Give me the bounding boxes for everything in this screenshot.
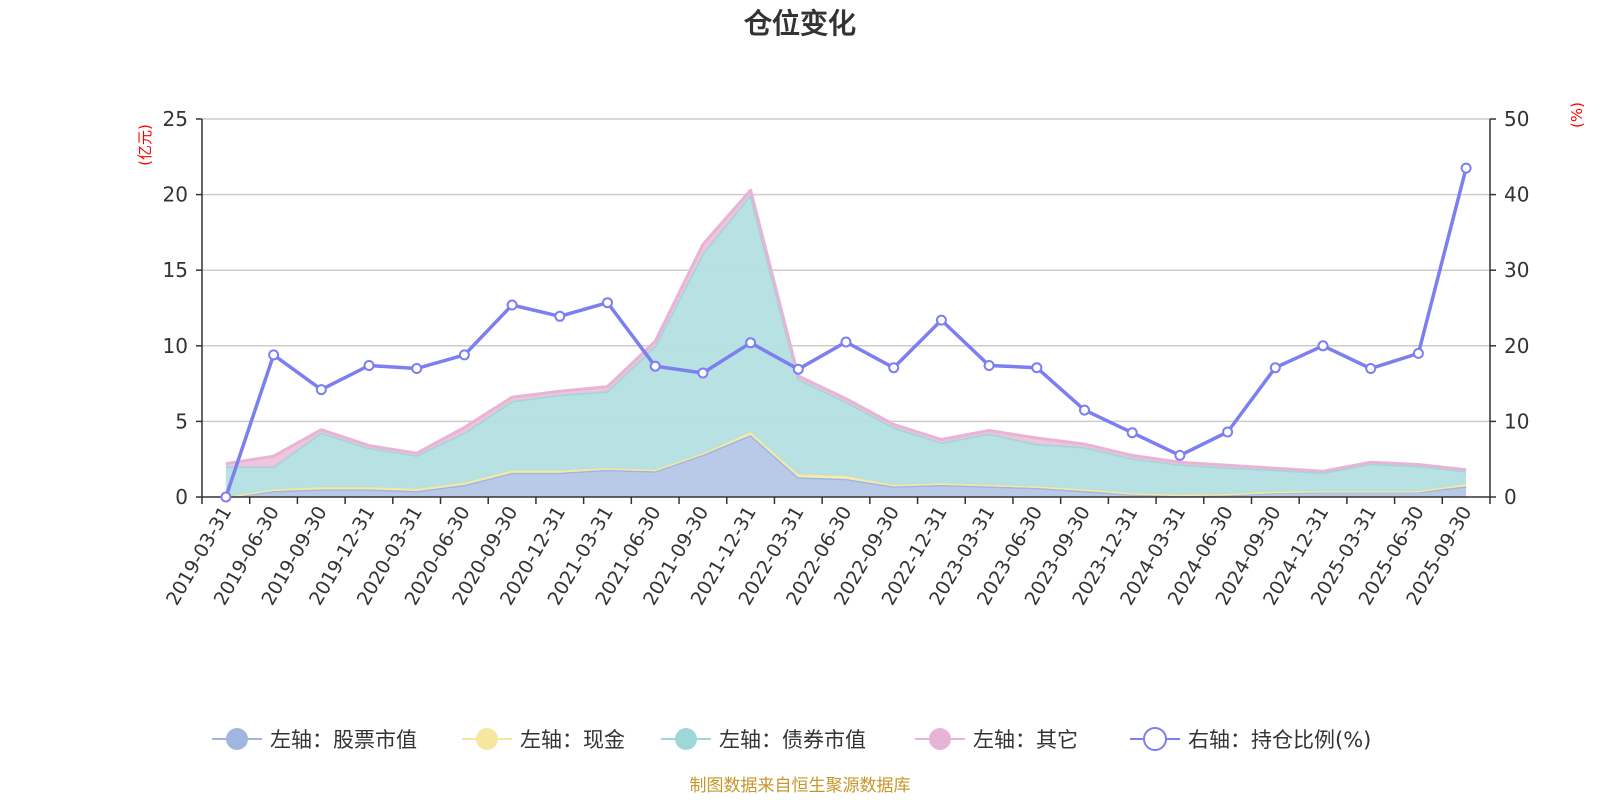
right-tick-label: 30	[1504, 258, 1529, 282]
right-tick-label: 40	[1504, 183, 1529, 207]
right-tick-label: 20	[1504, 334, 1529, 358]
chart-title: 仓位变化	[744, 7, 856, 40]
left-tick-label: 20	[163, 183, 188, 207]
ratio-point	[840, 336, 852, 348]
area-edge-4	[225, 188, 1467, 473]
left-tick-label: 15	[163, 258, 188, 282]
ratio-point	[649, 360, 661, 372]
ratio-point	[983, 360, 995, 371]
legend-marker	[675, 728, 697, 750]
ratio-point	[697, 367, 709, 379]
ratio-point	[268, 349, 280, 361]
ratio-point	[1460, 162, 1472, 174]
legend-marker	[226, 728, 248, 750]
ratio-point	[1365, 363, 1377, 374]
legend-item[interactable]: 左轴：债券市值	[661, 728, 866, 752]
left-tick-label: 25	[163, 107, 188, 131]
ratio-point	[506, 299, 518, 311]
right-tick-label: 50	[1504, 107, 1529, 131]
left-tick-label: 5	[175, 409, 188, 433]
ratio-point	[888, 362, 900, 374]
ratio-point	[1412, 347, 1424, 359]
ratio-point	[745, 337, 757, 349]
axes	[201, 119, 1491, 498]
ratio-point	[1126, 427, 1138, 439]
legend-marker	[476, 728, 498, 750]
ratio-point	[411, 363, 423, 374]
right-axis-unit: (%)	[1568, 102, 1586, 128]
ratio-point	[935, 314, 947, 326]
left-axis-unit: (亿元)	[136, 124, 154, 166]
ratio-point	[554, 310, 566, 322]
ratio-point	[315, 384, 327, 396]
legend-label: 右轴：持仓比例(%)	[1188, 728, 1371, 752]
ratio-point	[1222, 426, 1234, 438]
area-3	[225, 194, 1467, 497]
right-tick-label: 10	[1504, 409, 1529, 433]
legend: 左轴：股票市值 左轴：现金 左轴：债券市值 左轴：其它 右轴：持仓比例(%)	[212, 727, 1371, 752]
area-1	[225, 435, 1467, 497]
left-tick-label: 0	[175, 485, 188, 509]
ratio-point	[1317, 340, 1329, 352]
legend-label: 左轴：股票市值	[270, 728, 417, 752]
ratio-point	[792, 363, 804, 375]
ratio-point	[458, 349, 470, 361]
legend-item[interactable]: 左轴：股票市值	[212, 728, 417, 752]
legend-item[interactable]: 左轴：现金	[462, 728, 625, 752]
left-axis-ticks: 0 5 10 15 20 25	[163, 107, 202, 509]
legend-marker	[929, 728, 951, 750]
ratio-point	[1031, 362, 1043, 374]
left-tick-label: 10	[163, 334, 188, 358]
ratio-line-series	[220, 162, 1472, 503]
ratio-point	[1174, 449, 1186, 461]
right-tick-label: 0	[1504, 485, 1517, 509]
ratio-point	[220, 491, 232, 503]
legend-label: 左轴：现金	[520, 728, 625, 752]
x-axis-ticks: 2019-03-312019-06-302019-09-302019-12-31…	[162, 497, 1491, 609]
ratio-point	[602, 297, 613, 309]
legend-label: 左轴：债券市值	[719, 728, 866, 752]
right-axis-ticks: 0 10 20 30 40 50	[1490, 107, 1529, 509]
ratio-point	[1079, 404, 1090, 416]
legend-marker	[1143, 727, 1167, 751]
ratio-point	[1269, 362, 1281, 374]
legend-label: 左轴：其它	[973, 728, 1078, 752]
source-note: 制图数据来自恒生聚源数据库	[690, 776, 911, 796]
stacked-areas	[225, 188, 1467, 499]
grid-lines	[202, 118, 1490, 423]
ratio-point	[363, 360, 375, 371]
legend-item[interactable]: 右轴：持仓比例(%)	[1130, 727, 1371, 752]
legend-item[interactable]: 左轴：其它	[915, 728, 1078, 752]
